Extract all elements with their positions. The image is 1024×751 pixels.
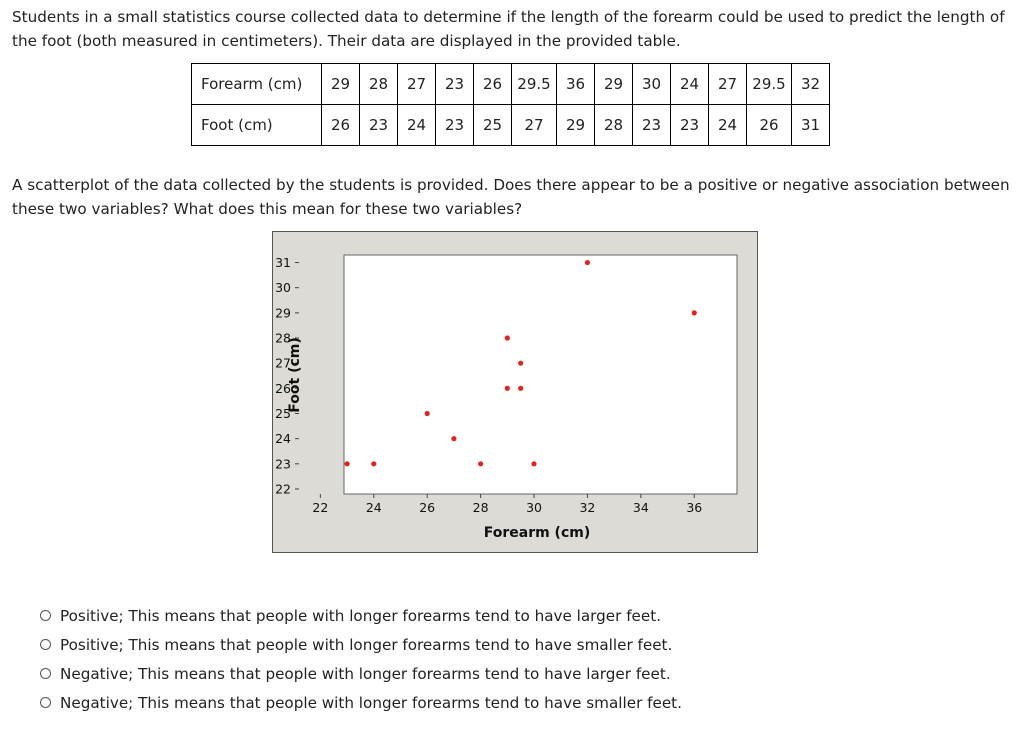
y-tick-label: 26: [275, 381, 291, 396]
y-tick-label: 28: [275, 331, 291, 346]
x-tick-label: 32: [579, 500, 595, 515]
radio-button[interactable]: [40, 610, 51, 621]
table-cell: 23: [435, 63, 474, 105]
table-cell: 29.5: [746, 63, 792, 105]
radio-button[interactable]: [40, 668, 51, 679]
data-point: [344, 461, 350, 467]
table-cell: 27: [708, 63, 747, 105]
y-tick-label: 25: [275, 406, 291, 421]
table-cell: 24: [708, 104, 747, 146]
x-tick-label: 26: [419, 500, 435, 515]
x-tick-label: 30: [526, 500, 542, 515]
answer-option[interactable]: Negative; This means that people with lo…: [40, 659, 682, 688]
table-cell: 31: [791, 104, 830, 146]
data-point: [451, 436, 457, 442]
table-row: Forearm (cm) 29 28 27 23 26 29.5 36 29 30 24 27 29.5…: [191, 63, 830, 105]
x-tick-label: 28: [473, 500, 489, 515]
data-point: [531, 461, 537, 467]
answer-option-label: Positive; This means that people with lo…: [60, 635, 673, 654]
row-header: Forearm (cm): [191, 63, 322, 105]
table-cell: 25: [473, 104, 512, 146]
table-cell: 24: [670, 63, 709, 105]
answer-options: Positive; This means that people with lo…: [40, 601, 682, 717]
data-point: [504, 385, 510, 391]
table-cell: 32: [791, 63, 830, 105]
table-cell: 23: [632, 104, 671, 146]
x-tick-label: 22: [312, 500, 328, 515]
data-point: [518, 360, 524, 366]
table-row: Foot (cm) 26 23 24 23 25 27 29 28 23 23 24 26 31: [191, 104, 830, 146]
table-cell: 29.5: [511, 63, 557, 105]
y-tick-label: 27: [275, 356, 291, 371]
table-cell: 29: [556, 104, 595, 146]
scatterplot: 22 24 26 28 30 32 34 36 22 23 24 25 26 27 28 29 30 31 Fo…: [272, 231, 758, 553]
x-tick-label: 34: [633, 500, 649, 515]
y-tick-label: 30: [275, 280, 291, 295]
table-cell: 23: [435, 104, 474, 146]
table-cell: 23: [359, 104, 398, 146]
table-cell: 29: [321, 63, 360, 105]
data-points: [344, 259, 697, 467]
data-point: [371, 461, 377, 467]
answer-option-label: Negative; This means that people with lo…: [60, 693, 682, 712]
y-tick-label: 22: [275, 481, 291, 496]
table-cell: 29: [594, 63, 633, 105]
table-cell: 27: [397, 63, 436, 105]
answer-option-label: Positive; This means that people with lo…: [60, 606, 662, 625]
table-cell: 28: [359, 63, 398, 105]
plot-area: [343, 254, 738, 495]
answer-option[interactable]: Negative; This means that people with lo…: [40, 688, 682, 717]
scatterplot-svg: 22 24 26 28 30 32 34 36 22 23 24 25 26 27 28 29 30 31 Fo…: [275, 254, 738, 541]
x-axis: 22 24 26 28 30 32 34 36: [312, 494, 702, 515]
table-cell: 24: [397, 104, 436, 146]
question-text: A scatterplot of the data collected by t…: [12, 176, 1010, 218]
table-cell: 26: [321, 104, 360, 146]
data-point: [504, 335, 510, 341]
table-cell: 26: [746, 104, 792, 146]
table-cell: 27: [511, 104, 557, 146]
table-cell: 36: [556, 63, 595, 105]
data-point: [518, 385, 524, 391]
x-tick-label: 24: [366, 500, 382, 515]
data-point: [584, 259, 591, 266]
y-axis-label: Foot (cm): [287, 337, 303, 412]
y-axis: 22 23 24 25 26 27 28 29 30 31: [275, 255, 299, 496]
data-point: [691, 310, 697, 316]
y-tick-label: 23: [275, 456, 291, 471]
row-header: Foot (cm): [191, 104, 322, 146]
table-cell: 30: [632, 63, 671, 105]
table-cell: 23: [670, 104, 709, 146]
answer-option-label: Negative; This means that people with lo…: [60, 664, 671, 683]
intro-text: Students in a small statistics course co…: [12, 8, 1005, 50]
data-point: [478, 461, 484, 467]
answer-option[interactable]: Positive; This means that people with lo…: [40, 601, 682, 630]
x-tick-label: 36: [686, 500, 702, 515]
y-tick-label: 24: [275, 431, 291, 446]
y-tick-label: 31: [275, 255, 291, 270]
radio-button[interactable]: [40, 697, 51, 708]
data-table: Forearm (cm) 29 28 27 23 26 29.5 36 29 30 24 27 29.5…: [191, 63, 830, 146]
answer-option[interactable]: Positive; This means that people with lo…: [40, 630, 682, 659]
data-point: [424, 410, 430, 417]
y-tick-label: 29: [275, 305, 291, 320]
x-axis-label: Forearm (cm): [484, 525, 591, 541]
table-cell: 28: [594, 104, 633, 146]
table-cell: 26: [473, 63, 512, 105]
radio-button[interactable]: [40, 639, 51, 650]
